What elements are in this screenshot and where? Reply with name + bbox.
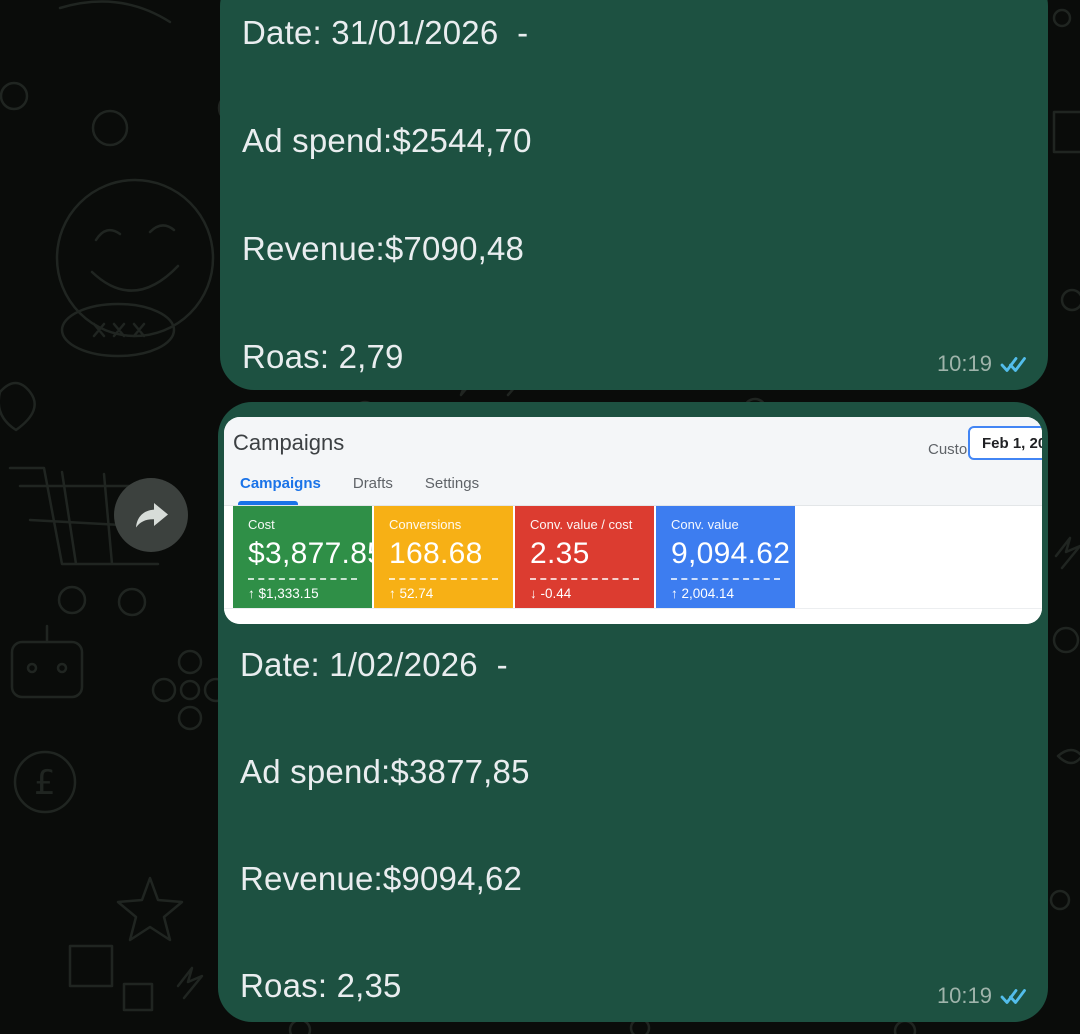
message-line: Roas: 2,35 — [240, 967, 402, 1004]
metric-delta: ↑ $1,333.15 — [248, 586, 359, 601]
read-receipt-double-check-icon — [1000, 357, 1026, 372]
metric-dashed-underline — [389, 578, 498, 580]
metric-value: 2.35 — [530, 537, 590, 570]
metric-label: Cost — [248, 517, 275, 532]
message-meta: 10:19 — [937, 983, 1030, 1009]
metric-label: Conv. value — [671, 517, 739, 532]
delta-value: 2,004.14 — [681, 586, 735, 601]
forward-arrow-icon — [136, 503, 168, 528]
delta-value: 52.74 — [399, 586, 434, 601]
delta-arrow-icon: ↓ — [530, 586, 537, 601]
date-range-custom-label: Custom — [928, 441, 980, 458]
delta-arrow-icon: ↑ — [248, 586, 255, 601]
message-line: Date: 31/01/2026 - — [242, 14, 529, 51]
campaigns-screenshot-attachment[interactable]: Campaigns Custom Feb 1, 202 Campaigns Dr… — [224, 417, 1042, 624]
metric-card-conv-value-cost: Conv. value / cost 2.35 ↓ -0.44 — [515, 506, 654, 608]
screenshot-header: Campaigns Custom Feb 1, 202 Campaigns Dr… — [224, 417, 1042, 506]
metric-label: Conv. value / cost — [530, 517, 633, 532]
message-line: Date: 1/02/2026 - — [240, 646, 508, 683]
message-meta: 10:19 — [937, 351, 1030, 377]
metric-card-conv-value: Conv. value 9,094.62 ↑ 2,004.14 — [656, 506, 795, 608]
read-receipt-double-check-icon — [1000, 989, 1026, 1004]
tab-campaigns: Campaigns — [238, 475, 321, 505]
page-title: Campaigns — [233, 430, 345, 455]
metric-value: 9,094.62 — [671, 537, 791, 570]
tab-label: Settings — [424, 475, 480, 492]
tab-drafts: Drafts — [353, 475, 393, 505]
date-range-box: Feb 1, 202 — [968, 426, 1042, 460]
active-tab-indicator — [238, 501, 298, 505]
delta-value: -0.44 — [540, 586, 572, 601]
delta-arrow-icon: ↑ — [389, 586, 396, 601]
tab-label: Campaigns — [240, 475, 321, 492]
message-line: Roas: 2,79 — [242, 338, 404, 375]
message-timestamp: 10:19 — [936, 983, 992, 1008]
message-body: Date: 1/02/2026 - Ad spend:$3877,85 Reve… — [218, 624, 1048, 1008]
screenshot-footer-strip — [224, 609, 1042, 624]
metric-value: $3,877.85 — [248, 537, 385, 570]
metric-dashed-underline — [248, 578, 357, 580]
metric-card-cost: Cost $3,877.85 ↑ $1,333.15 — [233, 506, 385, 608]
metric-dashed-underline — [530, 578, 639, 580]
message-line: Revenue:$9094,62 — [240, 860, 523, 897]
message-bubble-outgoing[interactable]: Date: 31/01/2026 - Ad spend:$2544,70 Rev… — [220, 0, 1048, 390]
message-body: Date: 31/01/2026 - Ad spend:$2544,70 Rev… — [220, 0, 1048, 379]
forward-button[interactable] — [114, 478, 188, 552]
metric-dashed-underline — [671, 578, 780, 580]
message-line: Ad spend:$2544,70 — [242, 122, 532, 159]
metric-label: Conversions — [389, 517, 462, 532]
metric-card-conversions: Conversions 168.68 ↑ 52.74 — [374, 506, 513, 608]
delta-value: $1,333.15 — [258, 586, 319, 601]
message-line: Ad spend:$3877,85 — [240, 753, 530, 790]
message-bubble-outgoing[interactable]: Campaigns Custom Feb 1, 202 Campaigns Dr… — [218, 402, 1048, 1022]
svg-text:£: £ — [34, 763, 56, 803]
metric-cards-row: Cost $3,877.85 ↑ $1,333.15 Conversions 1… — [224, 506, 1042, 609]
delta-arrow-icon: ↑ — [671, 586, 678, 601]
metric-value: 168.68 — [389, 537, 483, 570]
message-timestamp: 10:19 — [936, 351, 992, 376]
message-line: Revenue:$7090,48 — [242, 230, 525, 267]
metric-delta: ↑ 2,004.14 — [671, 586, 782, 601]
tab-label: Drafts — [352, 475, 393, 492]
screenshot-tab-bar: Campaigns Drafts Settings — [238, 475, 479, 505]
tab-settings: Settings — [425, 475, 479, 505]
metric-delta: ↑ 52.74 — [389, 586, 500, 601]
metric-delta: ↓ -0.44 — [530, 586, 641, 601]
